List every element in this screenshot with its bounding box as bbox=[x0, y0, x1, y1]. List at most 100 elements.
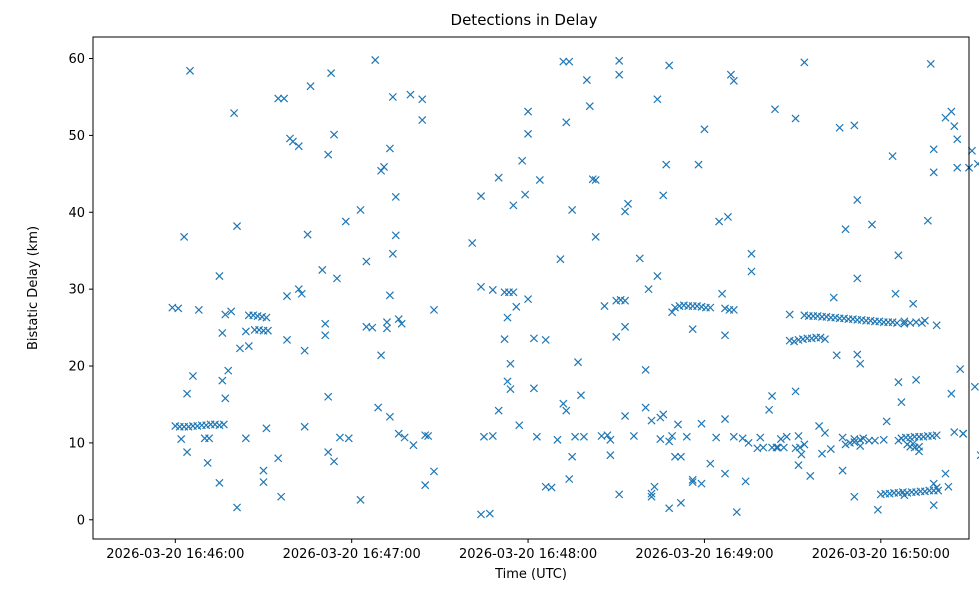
data-point bbox=[747, 267, 756, 276]
data-point bbox=[647, 416, 656, 425]
data-point bbox=[856, 359, 865, 368]
data-point bbox=[953, 163, 962, 172]
data-point bbox=[879, 435, 888, 444]
data-point bbox=[665, 437, 674, 446]
data-point bbox=[509, 201, 518, 210]
data-point bbox=[506, 359, 515, 368]
data-point bbox=[797, 450, 806, 459]
data-point bbox=[635, 254, 644, 263]
data-point bbox=[615, 490, 624, 499]
data-point bbox=[591, 175, 600, 185]
data-point bbox=[768, 391, 777, 401]
x-tick-label: 2026-03-20 16:47:00 bbox=[283, 547, 421, 562]
data-point bbox=[576, 391, 585, 400]
data-point bbox=[341, 217, 350, 226]
data-point bbox=[615, 70, 624, 79]
data-point bbox=[205, 434, 214, 443]
data-point bbox=[235, 344, 245, 353]
data-point bbox=[394, 315, 403, 324]
data-point bbox=[841, 225, 850, 234]
data-point bbox=[800, 440, 809, 449]
data-point bbox=[494, 173, 503, 182]
data-point bbox=[388, 249, 397, 258]
data-point bbox=[715, 217, 724, 226]
data-point bbox=[565, 57, 574, 66]
data-point bbox=[174, 304, 183, 313]
data-point bbox=[800, 58, 809, 67]
data-point bbox=[356, 205, 365, 214]
x-axis-label: Time (UTC) bbox=[494, 567, 567, 582]
data-point bbox=[282, 335, 292, 344]
data-point bbox=[330, 457, 339, 466]
data-point bbox=[429, 305, 439, 314]
data-point bbox=[706, 459, 715, 468]
data-point bbox=[718, 289, 727, 298]
data-point bbox=[959, 429, 968, 438]
chart-title: Detections in Delay bbox=[451, 11, 598, 29]
data-point bbox=[747, 249, 756, 258]
data-point bbox=[720, 415, 730, 424]
data-point bbox=[185, 66, 195, 75]
data-point bbox=[947, 389, 956, 398]
data-point bbox=[615, 56, 624, 65]
data-point bbox=[397, 319, 406, 328]
data-point bbox=[429, 467, 439, 476]
data-point bbox=[547, 483, 556, 492]
data-point bbox=[297, 289, 306, 298]
data-point bbox=[676, 498, 685, 507]
data-point bbox=[188, 371, 197, 381]
data-point bbox=[388, 92, 397, 101]
data-point bbox=[791, 387, 800, 396]
data-point bbox=[500, 335, 509, 344]
y-tick-label: 60 bbox=[68, 52, 85, 67]
data-point bbox=[671, 452, 680, 461]
data-point bbox=[294, 285, 303, 294]
x-axis: 2026-03-20 16:46:00 2026-03-20 16:47:00 20… bbox=[106, 539, 950, 562]
data-point bbox=[215, 478, 224, 487]
data-point bbox=[221, 394, 230, 403]
data-point bbox=[865, 436, 874, 445]
data-point bbox=[929, 501, 938, 510]
data-point bbox=[606, 435, 615, 444]
y-axis: 0 10 20 30 40 50 60 bbox=[68, 52, 93, 528]
data-point bbox=[485, 509, 494, 518]
data-point bbox=[853, 350, 862, 359]
data-point bbox=[241, 327, 250, 336]
data-point bbox=[923, 216, 932, 225]
data-point bbox=[720, 304, 730, 313]
x-tick-label: 2026-03-20 16:49:00 bbox=[635, 547, 773, 562]
data-point bbox=[559, 399, 568, 408]
y-tick-label: 30 bbox=[68, 283, 85, 298]
data-point bbox=[377, 351, 386, 360]
x-tick-label: 2026-03-20 16:48:00 bbox=[459, 547, 597, 562]
y-tick-label: 40 bbox=[68, 206, 85, 221]
data-point bbox=[621, 411, 630, 421]
data-point bbox=[720, 331, 730, 340]
data-point bbox=[853, 195, 862, 205]
data-point bbox=[259, 466, 268, 475]
data-point bbox=[306, 82, 315, 91]
data-point bbox=[588, 175, 597, 184]
data-point bbox=[288, 137, 297, 146]
y-tick-label: 0 bbox=[77, 513, 85, 528]
data-point bbox=[776, 435, 785, 444]
data-point bbox=[694, 160, 703, 169]
data-point bbox=[944, 482, 953, 491]
data-point bbox=[682, 432, 691, 441]
data-point bbox=[853, 274, 862, 283]
data-point bbox=[330, 130, 339, 139]
data-point bbox=[756, 433, 765, 442]
data-point bbox=[912, 375, 921, 384]
data-point bbox=[477, 282, 486, 291]
data-point bbox=[529, 384, 538, 393]
data-point bbox=[562, 118, 571, 127]
data-point bbox=[300, 346, 309, 355]
data-point bbox=[873, 505, 882, 514]
data-point bbox=[970, 382, 979, 391]
data-point bbox=[391, 192, 400, 201]
data-point bbox=[779, 443, 788, 452]
data-point bbox=[356, 495, 365, 504]
data-point bbox=[697, 419, 706, 428]
data-point bbox=[706, 303, 715, 312]
